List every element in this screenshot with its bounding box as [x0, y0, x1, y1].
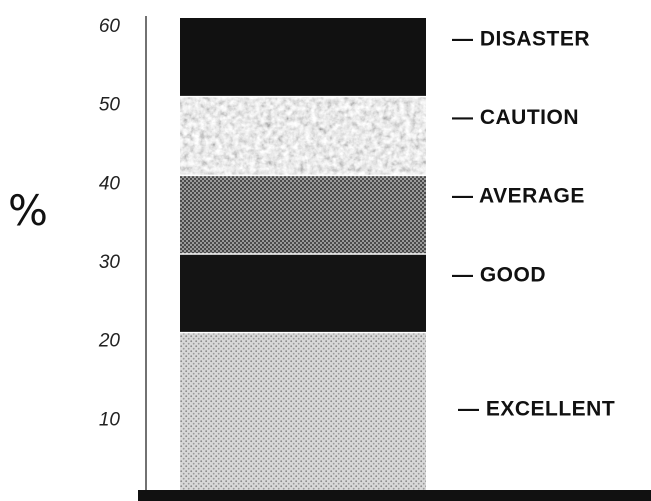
band-label: — EXCELLENT: [458, 397, 615, 420]
y-tick-label: 40: [99, 173, 121, 194]
bar-segment: [180, 96, 426, 176]
band-labels: — EXCELLENT — GOOD — AVERAGE — CAUTION — DIS…: [452, 27, 615, 420]
bar-segment: [180, 254, 426, 333]
bar-segments: [180, 18, 426, 490]
y-tick-labels: 10 20 30 40 50 60: [98, 16, 121, 430]
bar-segment: [180, 175, 426, 254]
y-tick-label: 10: [99, 409, 121, 430]
y-tick-label: 60: [99, 16, 121, 37]
x-axis-baseline: [138, 490, 651, 501]
y-tick-label: 30: [99, 252, 121, 273]
bar-segment: [180, 332, 426, 490]
band-label: — CAUTION: [452, 106, 579, 129]
y-tick-label: 20: [98, 331, 121, 352]
y-axis-label: %: [8, 186, 48, 235]
band-label: — DISASTER: [452, 27, 590, 50]
band-label: — GOOD: [452, 263, 546, 286]
bar-segment: [180, 18, 426, 97]
band-label: — AVERAGE: [452, 185, 585, 208]
y-tick-label: 50: [99, 95, 121, 116]
